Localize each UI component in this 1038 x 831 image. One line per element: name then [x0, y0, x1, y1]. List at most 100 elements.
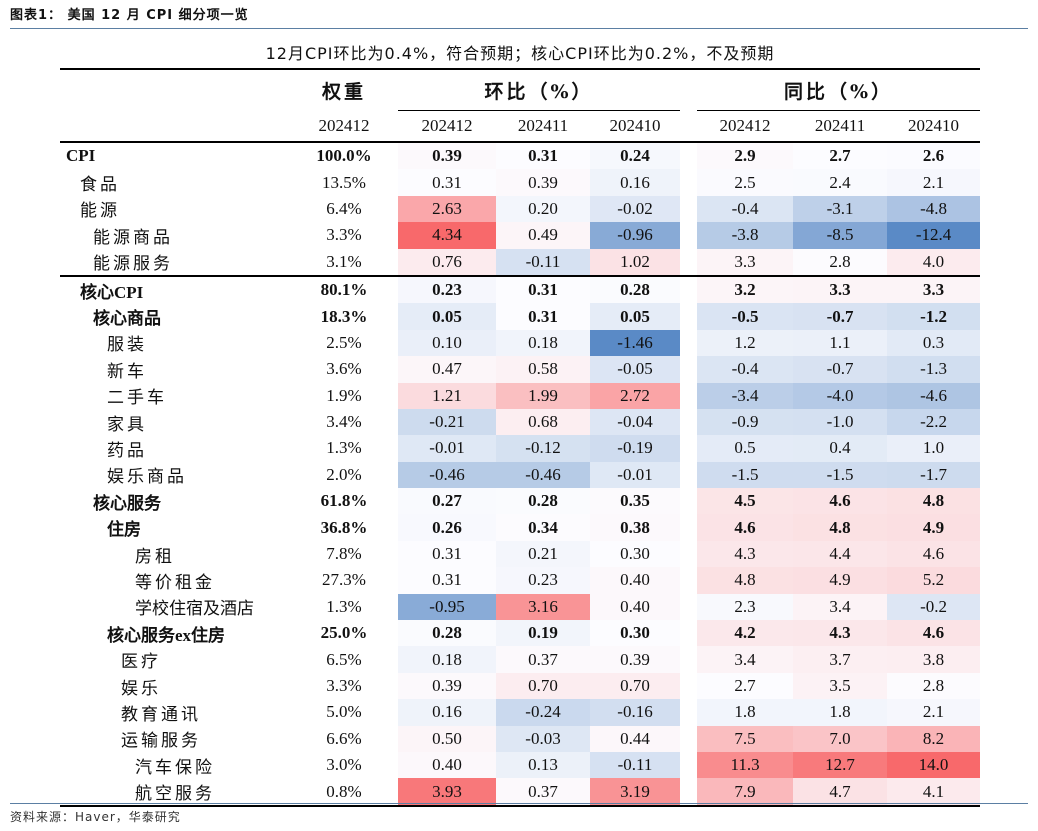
mom-cell: 1.99	[496, 382, 590, 409]
mom-cell: 0.35	[590, 488, 681, 515]
weight-cell: 2.0%	[326, 464, 362, 484]
mom-cell: 0.49	[496, 222, 590, 249]
table-row: 核心CPI 80.1% 0.23 0.31 0.28 3.2 3.3 3.3	[60, 274, 981, 304]
yoy-cell: 2.1	[887, 699, 981, 726]
yoy-cell: -12.4	[887, 222, 981, 249]
mom-cell: 0.27	[398, 488, 496, 515]
yoy-cell: 4.3	[793, 620, 888, 647]
yoy-cell: -4.0	[793, 382, 888, 409]
yoy-cell: 4.2	[697, 620, 794, 647]
weight-cell: 3.1%	[326, 251, 362, 271]
weight-cell: 25.0%	[320, 623, 368, 643]
mom-cell: 0.21	[496, 540, 590, 568]
yoy-cell: 4.4	[793, 540, 888, 568]
yoy-cell: 1.0	[887, 435, 981, 462]
mom-cell: 0.39	[590, 646, 681, 673]
mom-cell: 0.10	[398, 329, 496, 357]
header-period: 202412	[398, 110, 496, 143]
mom-cell: 0.37	[496, 778, 590, 807]
header-mom: 环比（%）	[398, 68, 681, 111]
yoy-cell: 4.6	[793, 488, 888, 515]
yoy-cell: -0.4	[697, 195, 794, 223]
table-row: 航空服务 0.8% 3.93 0.37 3.19 7.9 4.7 4.1	[60, 778, 981, 807]
yoy-cell: 4.3	[697, 540, 794, 568]
yoy-cell: 7.5	[697, 725, 794, 752]
row-label: CPI	[66, 146, 96, 166]
weight-cell: 3.3%	[326, 676, 362, 695]
yoy-cell: 7.9	[697, 778, 794, 807]
yoy-cell: -3.1	[793, 195, 888, 223]
row-label: 房租	[135, 546, 175, 566]
yoy-cell: 3.3	[887, 274, 981, 304]
row-label: 住房	[107, 520, 141, 540]
mom-cell: 0.13	[496, 751, 590, 779]
row-label: 核心服务ex住房	[107, 625, 226, 645]
yoy-cell: -1.5	[793, 461, 888, 489]
yoy-cell: -3.8	[697, 222, 794, 249]
weight-cell: 3.3%	[326, 225, 362, 245]
yoy-cell: 0.4	[793, 435, 888, 462]
mom-cell: 0.39	[398, 142, 496, 170]
mom-cell: 0.44	[590, 725, 681, 752]
mom-cell: 3.93	[398, 778, 496, 807]
yoy-cell: -0.5	[697, 303, 794, 330]
table-row: 食品 13.5% 0.31 0.39 0.16 2.5 2.4 2.1	[60, 169, 981, 196]
yoy-cell: 3.3	[697, 248, 794, 276]
mom-cell: 0.31	[496, 274, 590, 304]
weight-cell: 6.4%	[326, 198, 362, 218]
yoy-cell: 4.1	[887, 778, 981, 807]
mom-cell: -0.01	[590, 461, 681, 489]
yoy-cell: 3.3	[793, 274, 888, 304]
mom-cell: 0.16	[398, 699, 496, 726]
yoy-cell: 5.2	[887, 567, 981, 594]
table-row: 核心商品 18.3% 0.05 0.31 0.05 -0.5 -0.7 -1.2	[60, 303, 981, 330]
row-label: 娱乐	[121, 678, 161, 698]
weight-cell: 27.3%	[322, 570, 366, 590]
weight-cell: 7.8%	[326, 544, 362, 564]
weight-cell: 13.5%	[322, 172, 366, 192]
weight-cell: 1.3%	[326, 438, 362, 458]
mom-cell: 0.31	[398, 169, 496, 196]
table-row: 等价租金 27.3% 0.31 0.23 0.40 4.8 4.9 5.2	[60, 567, 981, 594]
yoy-cell: 2.5	[697, 169, 794, 196]
mom-cell: -0.01	[398, 435, 496, 462]
mom-cell: 0.37	[496, 646, 590, 673]
mom-cell: 0.24	[590, 142, 681, 170]
mom-cell: 3.19	[590, 778, 681, 807]
table-subtitle: 12月CPI环比为0.4%，符合预期；核心CPI环比为0.2%，不及预期	[265, 44, 775, 63]
mom-cell: -0.46	[398, 461, 496, 489]
row-label: 核心CPI	[60, 274, 290, 304]
yoy-cell: -0.9	[697, 408, 794, 436]
table-row: 新车 3.6% 0.47 0.58 -0.05 -0.4 -0.7 -1.3	[60, 356, 981, 383]
yoy-cell: 4.8	[887, 488, 981, 515]
weight-cell: 80.1%	[290, 274, 398, 304]
row-label: 教育通讯	[121, 704, 201, 724]
yoy-cell: 14.0	[887, 751, 981, 779]
mom-cell: 0.18	[398, 646, 496, 673]
weight-cell: 0.8%	[290, 778, 398, 807]
mom-cell: 0.31	[496, 303, 590, 330]
header-period: 202411	[793, 110, 888, 143]
yoy-cell: -8.5	[793, 222, 888, 249]
yoy-cell: 3.8	[887, 646, 981, 673]
cpi-table: 权重 环比（%） 同比（%） 202412 202412 202411 2024…	[60, 68, 981, 807]
yoy-cell: -0.7	[793, 356, 888, 383]
row-label: 汽车保险	[135, 757, 215, 777]
yoy-cell: 2.6	[887, 142, 981, 170]
mom-cell: 0.30	[590, 540, 681, 568]
weight-cell: 36.8%	[320, 517, 368, 537]
row-label: 核心服务	[93, 493, 161, 513]
table-row: 能源商品 3.3% 4.34 0.49 -0.96 -3.8 -8.5 -12.4	[60, 222, 981, 249]
row-label: 能源服务	[93, 254, 173, 274]
row-label: 新车	[107, 361, 147, 381]
yoy-cell: -1.0	[793, 408, 888, 436]
mom-cell: 0.18	[496, 329, 590, 357]
weight-cell: 5.0%	[326, 702, 362, 722]
yoy-cell: -0.4	[697, 356, 794, 383]
weight-cell: 3.4%	[326, 412, 362, 432]
weight-cell: 18.3%	[320, 306, 368, 326]
mom-cell: -0.11	[496, 248, 590, 276]
mom-cell: 3.16	[496, 593, 590, 621]
weight-cell: 6.5%	[326, 649, 362, 669]
mom-cell: -0.24	[496, 699, 590, 726]
